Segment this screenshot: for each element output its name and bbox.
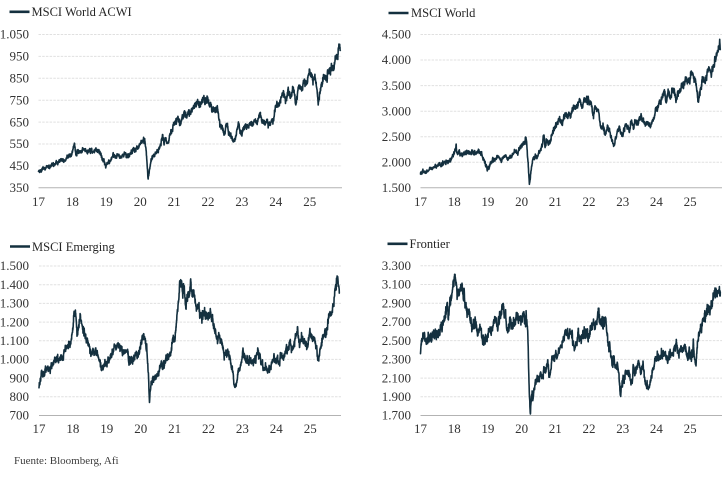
svg-text:22: 22	[583, 421, 596, 436]
svg-text:3.500: 3.500	[382, 78, 411, 93]
svg-text:22: 22	[202, 194, 215, 209]
svg-text:21: 21	[549, 421, 562, 436]
svg-text:1.900: 1.900	[382, 389, 411, 404]
svg-text:900: 900	[10, 370, 30, 385]
svg-text:1.700: 1.700	[382, 408, 411, 423]
svg-text:25: 25	[684, 421, 697, 436]
svg-text:24: 24	[650, 421, 664, 436]
svg-text:750: 750	[10, 92, 30, 107]
svg-text:24: 24	[650, 194, 664, 209]
svg-text:3.100: 3.100	[382, 277, 411, 292]
svg-text:21: 21	[168, 194, 181, 209]
svg-text:850: 850	[10, 71, 30, 86]
svg-text:22: 22	[202, 421, 215, 436]
svg-text:25: 25	[684, 194, 697, 209]
svg-text:1.200: 1.200	[0, 314, 29, 329]
svg-text:1.100: 1.100	[0, 333, 29, 348]
svg-text:23: 23	[616, 194, 629, 209]
svg-text:4.500: 4.500	[382, 27, 411, 42]
svg-text:2.300: 2.300	[382, 352, 411, 367]
svg-text:19: 19	[100, 194, 113, 209]
svg-text:700: 700	[10, 408, 30, 423]
svg-text:Frontier: Frontier	[410, 237, 451, 251]
svg-text:Fuente: Bloomberg, Afi: Fuente: Bloomberg, Afi	[14, 455, 119, 467]
svg-text:23: 23	[236, 421, 249, 436]
svg-text:2.100: 2.100	[382, 370, 411, 385]
svg-text:18: 18	[66, 421, 79, 436]
svg-text:17: 17	[32, 194, 46, 209]
svg-text:2.900: 2.900	[382, 295, 411, 310]
svg-text:25: 25	[303, 194, 316, 209]
svg-text:18: 18	[66, 194, 79, 209]
svg-text:650: 650	[10, 114, 30, 129]
svg-text:22: 22	[583, 194, 596, 209]
svg-text:MSCI Emerging: MSCI Emerging	[32, 240, 116, 254]
svg-text:19: 19	[481, 421, 494, 436]
svg-text:25: 25	[304, 421, 317, 436]
svg-text:2.500: 2.500	[382, 129, 411, 144]
svg-text:MSCI World ACWI: MSCI World ACWI	[32, 5, 132, 19]
svg-text:17: 17	[414, 194, 428, 209]
svg-text:19: 19	[481, 194, 494, 209]
svg-text:2.000: 2.000	[382, 154, 411, 169]
svg-text:350: 350	[10, 180, 30, 195]
svg-text:1.050: 1.050	[0, 27, 29, 42]
svg-text:1.500: 1.500	[382, 180, 411, 195]
svg-text:4.000: 4.000	[382, 52, 411, 67]
svg-text:21: 21	[549, 194, 562, 209]
svg-text:1.400: 1.400	[0, 277, 29, 292]
svg-text:2.500: 2.500	[382, 333, 411, 348]
svg-text:24: 24	[269, 194, 283, 209]
svg-text:20: 20	[515, 194, 528, 209]
svg-text:19: 19	[100, 421, 113, 436]
svg-text:23: 23	[616, 421, 629, 436]
svg-text:24: 24	[270, 421, 284, 436]
svg-text:800: 800	[10, 389, 30, 404]
svg-text:18: 18	[448, 421, 461, 436]
svg-text:1.300: 1.300	[0, 296, 29, 311]
svg-text:17: 17	[414, 421, 428, 436]
svg-text:MSCI World: MSCI World	[411, 6, 476, 20]
svg-text:1.500: 1.500	[0, 258, 29, 273]
svg-text:450: 450	[10, 158, 30, 173]
svg-text:18: 18	[448, 194, 461, 209]
svg-text:20: 20	[134, 194, 147, 209]
svg-text:950: 950	[10, 49, 30, 64]
svg-text:23: 23	[235, 194, 248, 209]
svg-text:3.300: 3.300	[382, 258, 411, 273]
svg-text:2.700: 2.700	[382, 314, 411, 329]
svg-text:21: 21	[168, 421, 181, 436]
svg-text:3.000: 3.000	[382, 103, 411, 118]
svg-text:17: 17	[33, 421, 47, 436]
svg-text:1.000: 1.000	[0, 352, 29, 367]
svg-text:20: 20	[515, 421, 528, 436]
svg-text:20: 20	[134, 421, 147, 436]
svg-text:550: 550	[10, 136, 30, 151]
